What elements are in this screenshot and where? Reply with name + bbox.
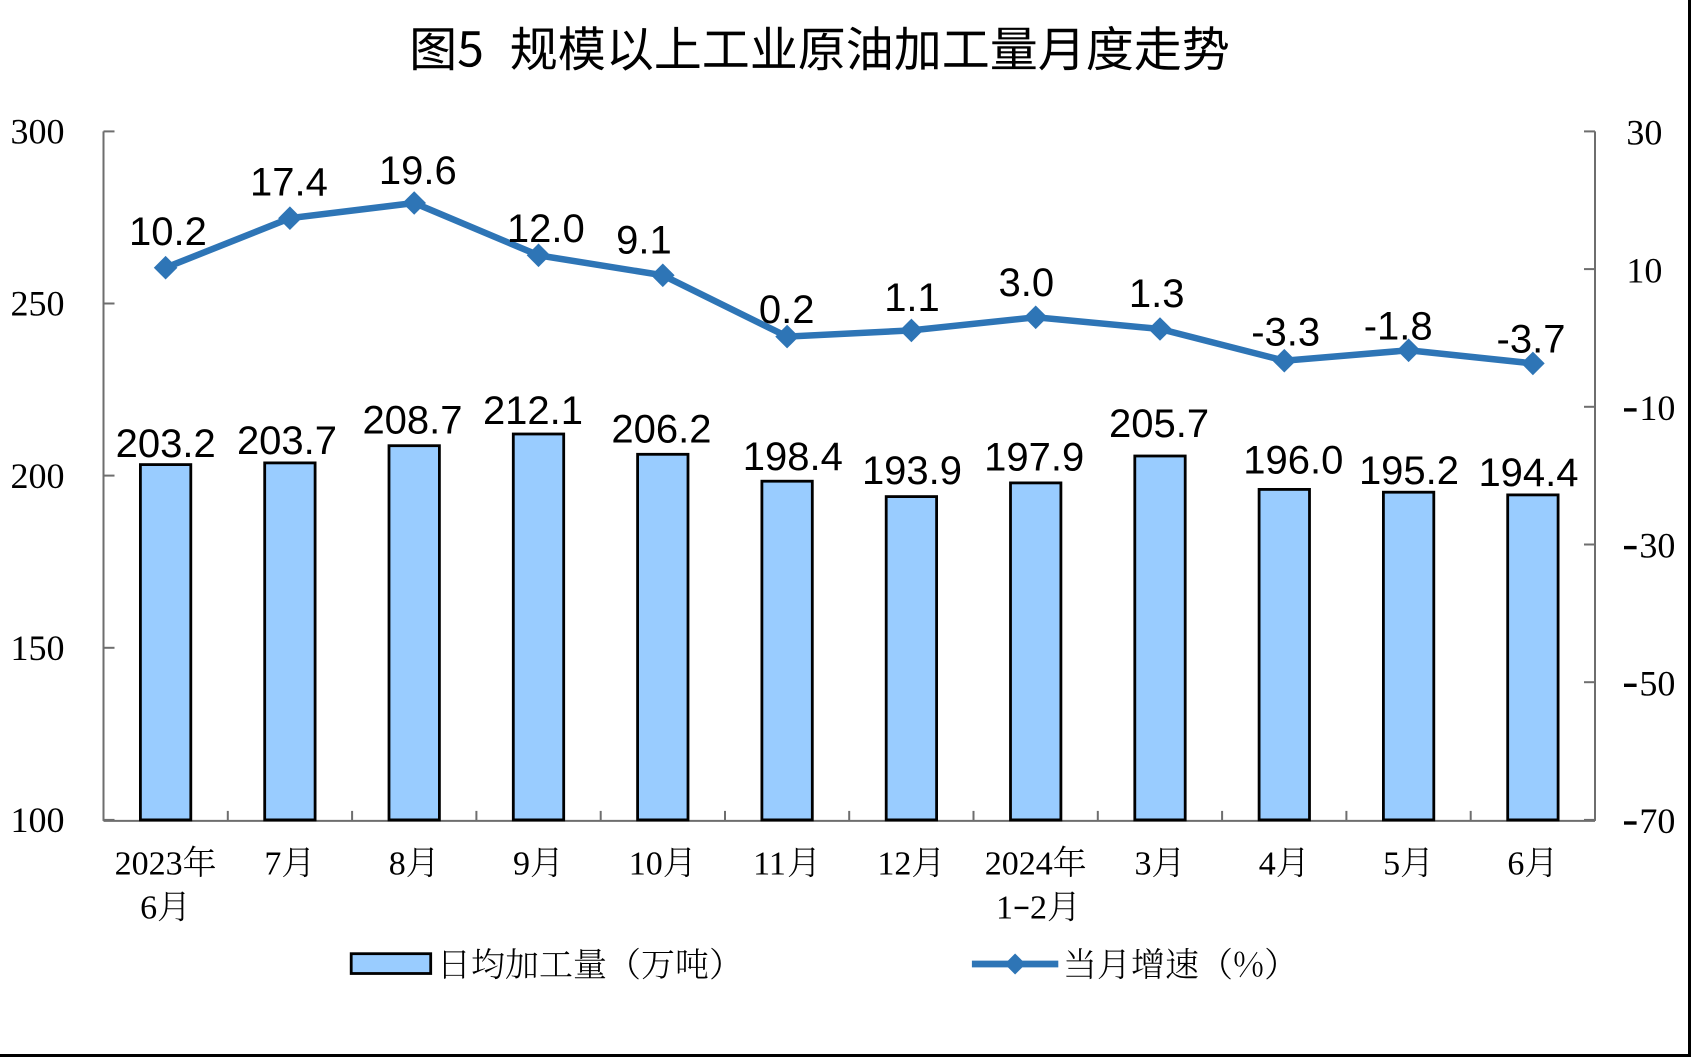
svg-text:17.4: 17.4 <box>250 160 328 204</box>
svg-text:2: 2 <box>1030 890 1047 927</box>
svg-text:2024: 2024 <box>985 846 1053 883</box>
svg-text:10: 10 <box>1626 250 1662 290</box>
svg-text:150: 150 <box>11 628 65 668</box>
svg-text:200: 200 <box>11 456 65 496</box>
svg-text:70: 70 <box>1639 801 1675 841</box>
svg-text:30: 30 <box>1626 113 1662 153</box>
svg-text:-1.8: -1.8 <box>1364 305 1433 349</box>
svg-text:6: 6 <box>140 890 157 927</box>
svg-text:1.1: 1.1 <box>884 276 940 320</box>
svg-text:9.1: 9.1 <box>616 218 672 262</box>
svg-text:7: 7 <box>264 846 281 883</box>
svg-text:194.4: 194.4 <box>1478 451 1578 495</box>
svg-text:1: 1 <box>996 890 1013 927</box>
svg-text:8: 8 <box>389 846 406 883</box>
svg-text:197.9: 197.9 <box>984 436 1084 480</box>
svg-text:-3.3: -3.3 <box>1251 310 1320 354</box>
svg-text:205.7: 205.7 <box>1109 402 1209 446</box>
svg-text:50: 50 <box>1639 663 1675 703</box>
svg-text:198.4: 198.4 <box>743 435 843 479</box>
svg-text:4: 4 <box>1259 846 1276 883</box>
svg-text:1.3: 1.3 <box>1129 272 1185 316</box>
svg-text:203.2: 203.2 <box>116 422 216 466</box>
svg-text:11: 11 <box>753 846 786 883</box>
svg-text:196.0: 196.0 <box>1243 438 1343 482</box>
svg-text:30: 30 <box>1639 526 1675 566</box>
svg-text:3: 3 <box>1135 846 1152 883</box>
svg-text:212.1: 212.1 <box>483 389 583 433</box>
svg-text:6: 6 <box>1507 846 1524 883</box>
svg-text:2023: 2023 <box>115 846 183 883</box>
svg-text:193.9: 193.9 <box>862 449 962 493</box>
svg-text:12.0: 12.0 <box>507 207 585 251</box>
svg-text:10: 10 <box>629 846 663 883</box>
svg-text:100: 100 <box>11 800 65 840</box>
svg-text:3.0: 3.0 <box>998 261 1054 305</box>
svg-text:250: 250 <box>11 284 65 324</box>
svg-text:195.2: 195.2 <box>1359 449 1459 493</box>
svg-text:206.2: 206.2 <box>611 407 711 451</box>
svg-text:-3.7: -3.7 <box>1497 318 1566 362</box>
svg-text:203.7: 203.7 <box>237 419 337 463</box>
svg-text:300: 300 <box>11 112 65 152</box>
svg-text:5: 5 <box>1383 846 1400 883</box>
svg-text:9: 9 <box>513 846 530 883</box>
svg-text:10.2: 10.2 <box>129 210 207 254</box>
svg-text:208.7: 208.7 <box>362 399 462 443</box>
svg-text:10: 10 <box>1639 388 1675 428</box>
svg-text:19.6: 19.6 <box>379 149 457 193</box>
svg-text:0.2: 0.2 <box>759 288 815 332</box>
svg-text:12: 12 <box>877 846 911 883</box>
